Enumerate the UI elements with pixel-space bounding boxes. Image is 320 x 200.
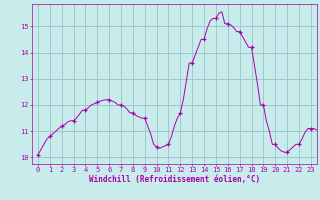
X-axis label: Windchill (Refroidissement éolien,°C): Windchill (Refroidissement éolien,°C) [89, 175, 260, 184]
